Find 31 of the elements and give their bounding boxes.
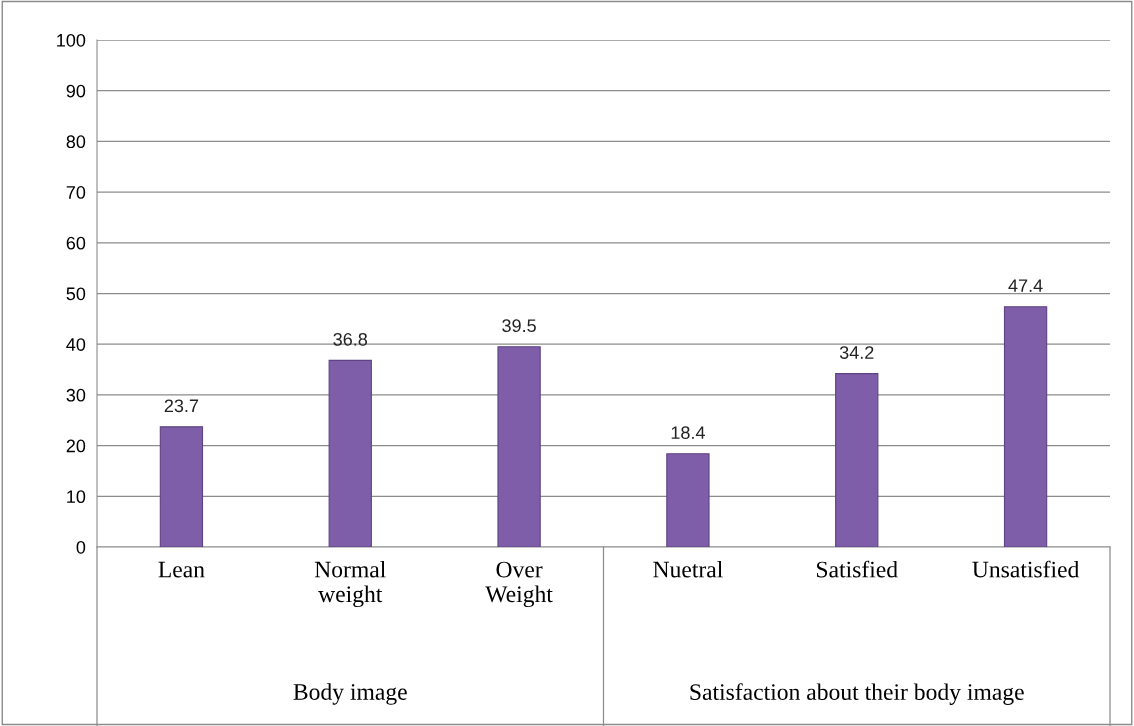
data-label: 39.5 (502, 319, 536, 333)
y-tick-label: 0 (76, 540, 86, 554)
x-tick-label: Satisfied (817, 560, 898, 578)
data-label: 34.2 (839, 346, 874, 359)
x-tick-label: Lean (158, 561, 205, 578)
y-tick-label: 100 (57, 33, 86, 47)
bar (835, 373, 879, 547)
bar (159, 426, 204, 547)
y-tick-label: 20 (66, 439, 86, 453)
data-label: 18.4 (671, 426, 705, 440)
bar (666, 453, 710, 547)
bar (1003, 306, 1048, 547)
y-tick-label: 10 (67, 490, 86, 504)
data-label: 36.8 (333, 332, 368, 346)
bar (497, 346, 541, 547)
y-tick-label: 50 (66, 287, 86, 301)
x-tick-label: Normal weight (314, 560, 386, 608)
y-tick-label: 30 (66, 388, 86, 402)
y-tick-label: 90 (66, 84, 86, 98)
x-tick-label: Over Weight (485, 561, 553, 608)
bar (328, 359, 372, 547)
x-tick-label: Nuetral (653, 560, 723, 578)
y-tick-label: 40 (66, 338, 86, 351)
text: Satisfaction about their body image (690, 683, 1024, 705)
data-label: 23.7 (164, 399, 199, 413)
y-tick-label: 70 (66, 186, 86, 199)
text: Body image (293, 683, 407, 705)
data-label: 47.4 (1008, 279, 1043, 292)
y-tick-label: 60 (66, 236, 86, 250)
x-tick-label: Unsatisfied (972, 560, 1080, 578)
y-tick-label: 80 (66, 135, 86, 149)
